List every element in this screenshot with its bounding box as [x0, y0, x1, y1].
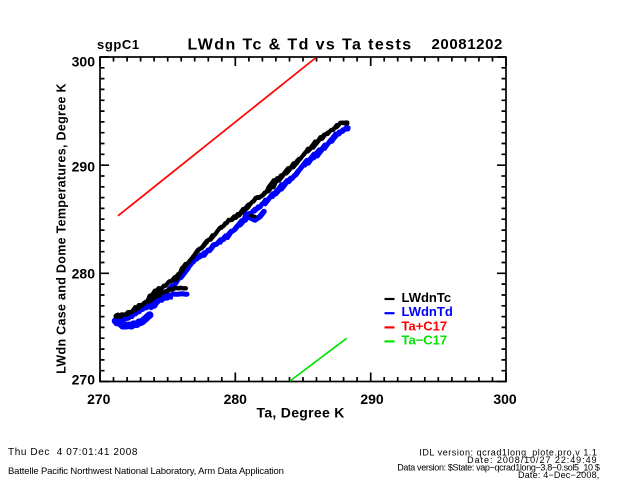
- svg-text:Ta−C17: Ta−C17: [402, 333, 448, 348]
- svg-text:290: 290: [72, 159, 96, 175]
- svg-text:IDL version: qcrad1long_plote.: IDL version: qcrad1long_plote.pro,v 1.1: [419, 448, 597, 458]
- svg-text:LWdn Case and Dome Temperature: LWdn Case and Dome Temperatures, Degree …: [55, 83, 69, 374]
- svg-text:20081202: 20081202: [431, 36, 503, 53]
- svg-text:280: 280: [72, 266, 96, 282]
- svg-text:Ta+C17: Ta+C17: [402, 318, 448, 333]
- svg-text:sgpC1: sgpC1: [97, 37, 140, 52]
- svg-text:Date: 2008/10/27 22:49:49: Date: 2008/10/27 22:49:49: [467, 455, 597, 465]
- svg-text:270: 270: [72, 372, 96, 388]
- svg-text:280: 280: [224, 391, 248, 407]
- svg-text:290: 290: [360, 391, 384, 407]
- svg-text:Ta, Degree K: Ta, Degree K: [257, 405, 345, 421]
- svg-text:300: 300: [493, 391, 517, 407]
- svg-text:LWdnTd: LWdnTd: [402, 304, 453, 319]
- svg-text:LWdn Tc & Td vs Ta tests: LWdn Tc & Td vs Ta tests: [187, 37, 412, 54]
- svg-text:Date: 4−Dec−2008,: Date: 4−Dec−2008,: [518, 470, 599, 480]
- svg-text:270: 270: [87, 391, 111, 407]
- svg-text:Battelle Pacific Northwest Nat: Battelle Pacific Northwest National Labo…: [8, 466, 284, 477]
- svg-text:300: 300: [72, 54, 96, 70]
- svg-text:LWdnTc: LWdnTc: [402, 290, 452, 305]
- svg-text:Thu Dec 4 07:01:41 2008: Thu Dec 4 07:01:41 2008: [8, 447, 138, 458]
- svg-text:Data version: $State: vap−qcra: Data version: $State: vap−qcrad1long−3.8…: [397, 463, 600, 473]
